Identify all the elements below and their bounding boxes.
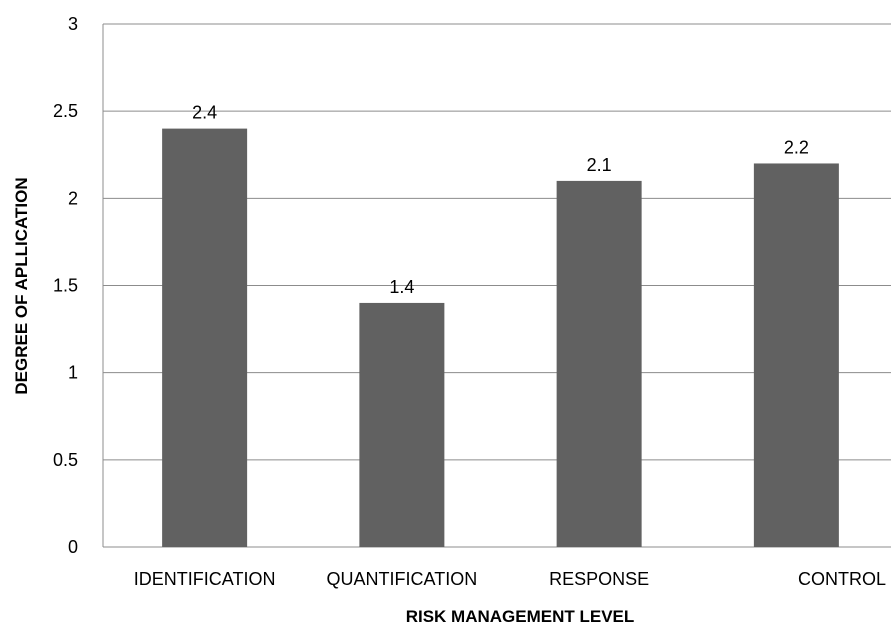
bar bbox=[162, 128, 248, 547]
y-tick-labels: 0 0.5 1 1.5 2 2.5 3 bbox=[53, 14, 78, 557]
bars bbox=[162, 128, 839, 547]
y-tick-label: 2.5 bbox=[53, 101, 78, 121]
y-tick-label: 3 bbox=[68, 14, 78, 34]
bar bbox=[556, 180, 642, 547]
x-tick-label: RESPONSE bbox=[549, 569, 649, 589]
y-tick-label: 1 bbox=[68, 363, 78, 383]
x-axis-title: RISK MANAGEMENT LEVEL bbox=[406, 607, 635, 626]
y-tick-label: 2 bbox=[68, 188, 78, 208]
data-label: 2.4 bbox=[192, 103, 217, 123]
data-label: 2.2 bbox=[784, 137, 809, 157]
y-tick-label: 0 bbox=[68, 537, 78, 557]
y-tick-label: 1.5 bbox=[53, 276, 78, 296]
bar bbox=[359, 302, 445, 547]
y-tick-label: 0.5 bbox=[53, 450, 78, 470]
x-tick-label: CONTROL bbox=[798, 569, 886, 589]
x-tick-labels: IDENTIFICATION QUANTIFICATION RESPONSE CONT… bbox=[134, 569, 886, 589]
data-label: 2.1 bbox=[587, 155, 612, 175]
bar bbox=[753, 163, 839, 547]
x-tick-label: QUANTIFICATION bbox=[327, 569, 478, 589]
y-axis-title: DEGREE OF APLLICATION bbox=[12, 177, 31, 394]
x-tick-label: IDENTIFICATION bbox=[134, 569, 276, 589]
data-labels: 2.4 1.4 2.1 2.2 bbox=[192, 103, 809, 297]
data-label: 1.4 bbox=[389, 277, 414, 297]
